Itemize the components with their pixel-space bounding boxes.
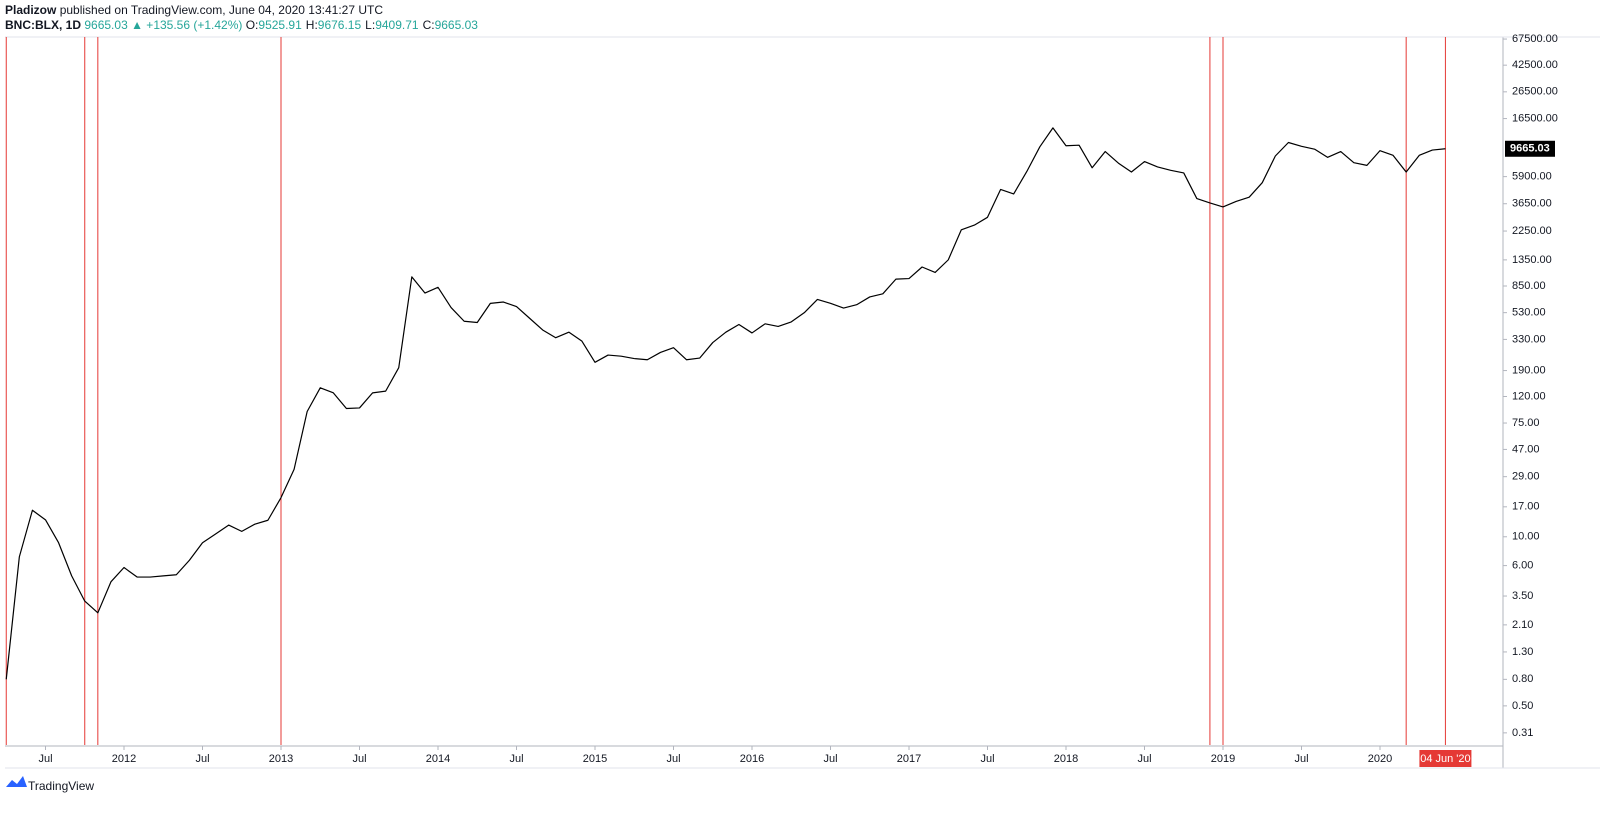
x-tick-label: Jul <box>823 753 837 765</box>
ohlc-label: O: <box>245 18 259 32</box>
ohlc-label: H: <box>305 18 318 32</box>
x-tick-label: 2013 <box>269 753 293 765</box>
y-tick-label: 3650.00 <box>1512 198 1552 210</box>
y-tick-label: 850.00 <box>1512 280 1546 292</box>
x-tick-label: 2014 <box>426 753 450 765</box>
x-tick-label: Jul <box>352 753 366 765</box>
y-tick-label: 42500.00 <box>1512 59 1558 71</box>
y-tick-label: 3.50 <box>1512 590 1533 602</box>
ohlc-label: L: <box>365 18 376 32</box>
y-tick-label: 120.00 <box>1512 390 1546 402</box>
brand: TradingView <box>28 779 94 793</box>
x-tick-label: Jul <box>1294 753 1308 765</box>
x-tick-label: 2016 <box>740 753 764 765</box>
y-tick-label: 67500.00 <box>1512 33 1558 45</box>
y-tick-label: 6.00 <box>1512 560 1533 572</box>
y-tick-label: 5900.00 <box>1512 171 1552 183</box>
header: Pladizow published on TradingView.com, J… <box>5 3 482 33</box>
x-tick-label: 2017 <box>897 753 921 765</box>
y-tick-label: 1.30 <box>1512 646 1533 658</box>
x-tick-label: Jul <box>38 753 52 765</box>
x-tick-label: Jul <box>1137 753 1151 765</box>
x-tick-label: Jul <box>195 753 209 765</box>
y-tick-label: 330.00 <box>1512 333 1546 345</box>
price-tag-bg <box>1505 140 1555 157</box>
y-tick-label: 0.50 <box>1512 700 1533 712</box>
x-tick-label: Jul <box>980 753 994 765</box>
y-tick-label: 2250.00 <box>1512 225 1552 237</box>
ohlc-label: C: <box>422 18 435 32</box>
y-tick-label: 10.00 <box>1512 531 1540 543</box>
y-tick-label: 1350.00 <box>1512 254 1552 266</box>
y-tick-label: 26500.00 <box>1512 86 1558 98</box>
price-line <box>5 127 1446 680</box>
y-tick-label: 29.00 <box>1512 471 1540 483</box>
y-tick-label: 190.00 <box>1512 364 1546 376</box>
last-price: 9665.03 <box>84 18 128 32</box>
x-tick-label: 2020 <box>1368 753 1392 765</box>
x-tick-label: 2019 <box>1211 753 1235 765</box>
author: Pladizow <box>5 3 57 17</box>
ohlc-value: 9665.03 <box>434 18 478 32</box>
y-tick-label: 0.80 <box>1512 673 1533 685</box>
symbol-line: BNC:BLX, 1D 9665.03 ▲ +135.56 (+1.42%) O… <box>5 18 482 33</box>
symbol: BNC:BLX, 1D <box>5 18 82 32</box>
x-tick-label: 2012 <box>112 753 136 765</box>
ohlc-value: 9409.71 <box>375 18 419 32</box>
price-tag: 9665.03 <box>1510 143 1550 155</box>
publish-line: Pladizow published on TradingView.com, J… <box>5 3 482 18</box>
y-tick-label: 0.31 <box>1512 727 1533 739</box>
y-tick-label: 530.00 <box>1512 307 1546 319</box>
x-tick-label: Jul <box>666 753 680 765</box>
marker-label: 04 Jun '20 <box>1420 753 1470 765</box>
change: ▲ +135.56 (+1.42%) <box>131 18 243 32</box>
y-tick-label: 16500.00 <box>1512 112 1558 124</box>
x-tick-label: Jul <box>509 753 523 765</box>
published: published on TradingView.com, June 04, 2… <box>59 3 384 17</box>
marker-label-bg <box>1419 750 1472 767</box>
y-tick-label: 47.00 <box>1512 443 1540 455</box>
ohlc-value: 9676.15 <box>317 18 362 32</box>
y-tick-label: 17.00 <box>1512 501 1540 513</box>
ohlc-value: 9525.91 <box>258 18 302 32</box>
y-tick-label: 75.00 <box>1512 417 1540 429</box>
brand-logo <box>6 776 27 787</box>
x-tick-label: 2018 <box>1054 753 1078 765</box>
y-tick-label: 2.10 <box>1512 619 1533 631</box>
x-tick-label: 2015 <box>583 753 607 765</box>
